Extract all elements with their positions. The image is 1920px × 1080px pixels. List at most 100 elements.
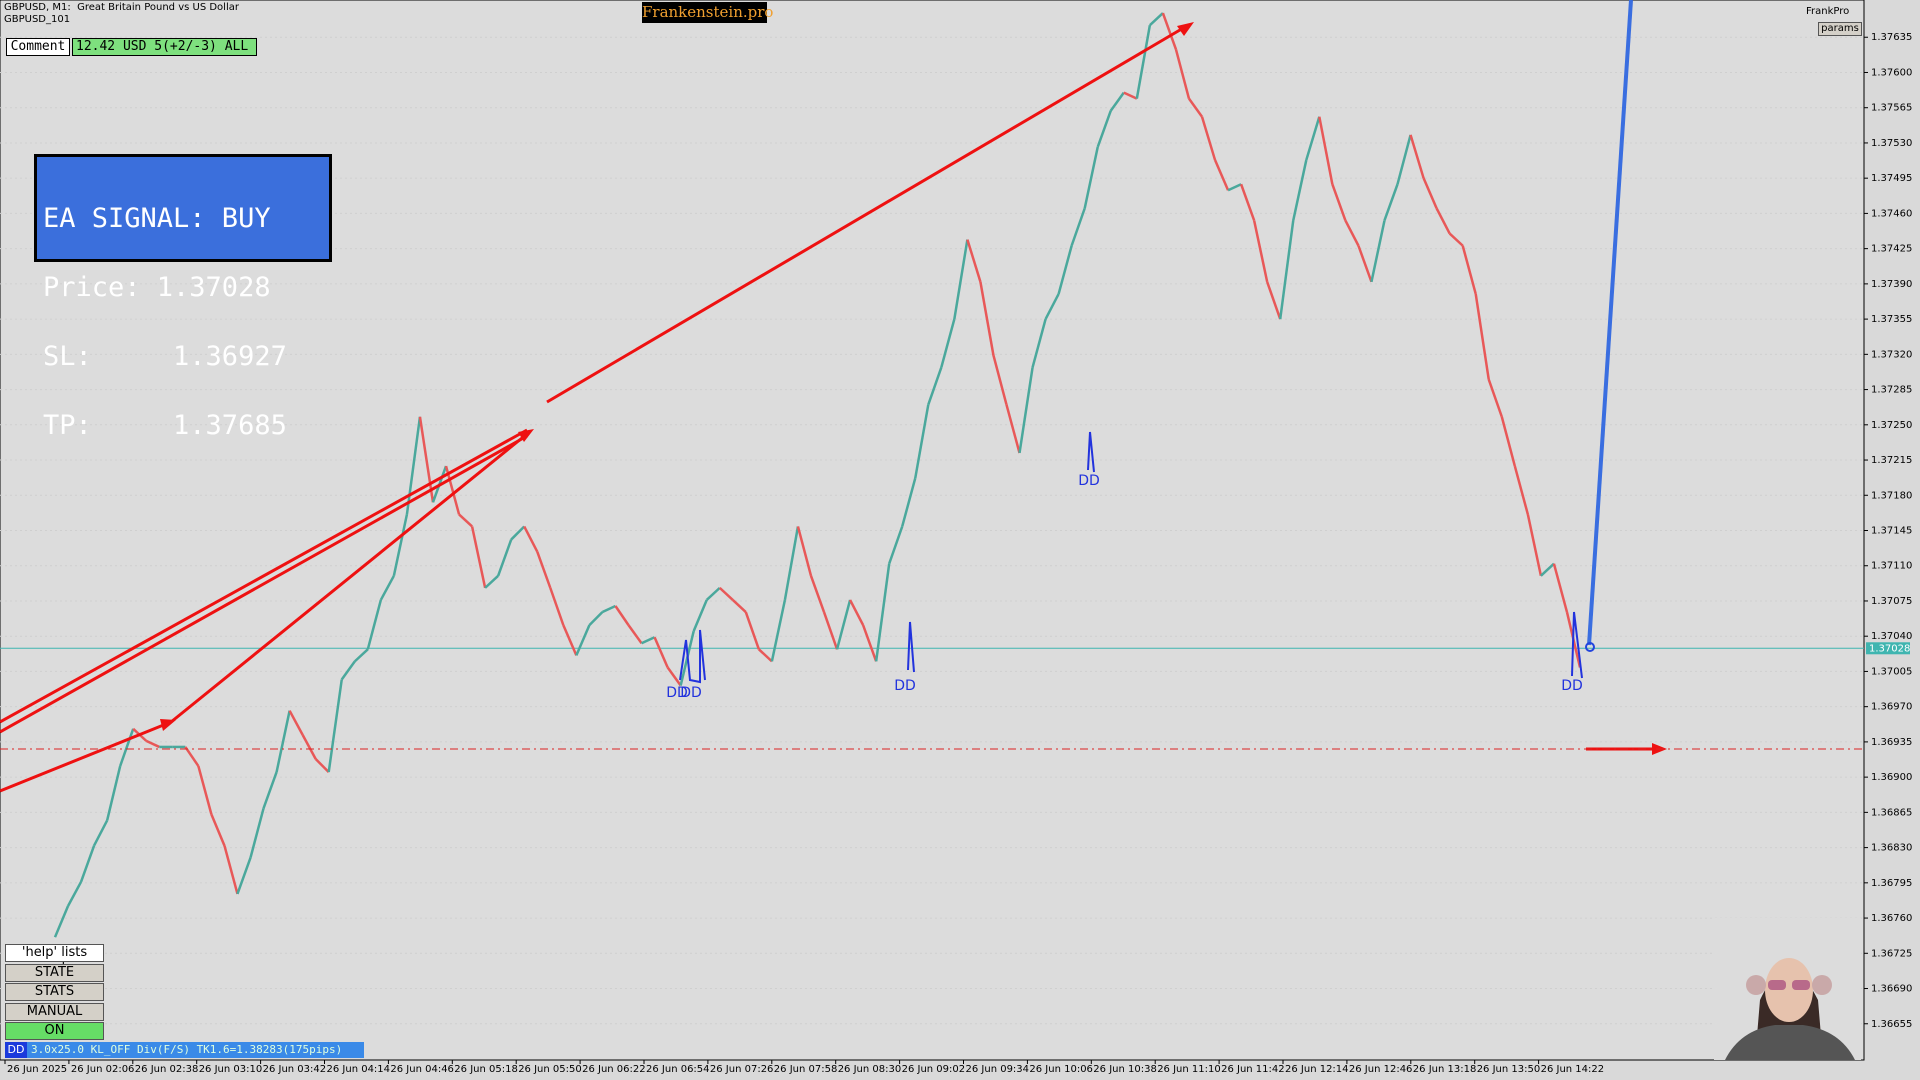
state-button[interactable]: STATE	[5, 964, 104, 982]
on-button[interactable]: ON	[5, 1022, 104, 1040]
price-segment	[197, 765, 213, 815]
tp-projection	[1587, 0, 1633, 646]
y-tick-label: 1.36935	[1871, 737, 1912, 748]
y-tick-label: 1.36760	[1871, 913, 1912, 924]
price-segment	[796, 526, 813, 577]
price-segment	[1409, 134, 1425, 179]
y-tick-label: 1.37600	[1871, 67, 1912, 78]
y-tick-label: 1.37145	[1871, 526, 1912, 537]
dd-label: DD	[680, 685, 702, 701]
price-segment	[145, 739, 160, 749]
stats-button[interactable]: STATS	[5, 983, 104, 1001]
price-segment	[627, 624, 643, 644]
x-tick-label: 26 Jun 09:02	[902, 1064, 966, 1075]
price-segment	[940, 318, 956, 368]
x-tick-label: 26 Jun 09:34	[966, 1064, 1030, 1075]
price-segment	[53, 905, 70, 938]
price-segment	[822, 611, 839, 650]
price-segment	[666, 666, 682, 687]
manual-button[interactable]: MANUAL	[5, 1003, 104, 1021]
price-segment	[1096, 110, 1112, 148]
price-segment	[757, 648, 773, 663]
help-button[interactable]: 'help' lists cmds	[5, 944, 104, 976]
price-segment	[223, 845, 239, 895]
price-segment	[458, 513, 473, 528]
y-tick-label: 1.36865	[1871, 807, 1912, 818]
price-segment	[1123, 91, 1138, 100]
price-segment	[874, 563, 891, 662]
price-segment	[1540, 562, 1555, 577]
dd-label: DD	[666, 685, 688, 701]
price-segment	[562, 624, 578, 656]
price-segment	[718, 586, 734, 601]
y-tick-label: 1.37320	[1871, 349, 1912, 360]
price-segment	[1005, 404, 1021, 454]
y-tick-label: 1.36655	[1871, 1019, 1912, 1030]
price-segment	[236, 857, 252, 895]
arrow-head	[1177, 22, 1194, 36]
price-segment	[835, 599, 852, 650]
signal-sl: SL: 1.36927	[43, 341, 287, 372]
y-tick-label: 1.37530	[1871, 138, 1912, 149]
status-text: 3.0x25.0 KL_OFF Div(F/S) TK1.6=1.38283(1…	[27, 1042, 364, 1058]
avatar-headphone	[1746, 975, 1766, 995]
arrow-line	[0, 434, 528, 734]
price-segment	[536, 551, 552, 589]
price-segment	[118, 728, 135, 767]
price-segment	[1305, 116, 1321, 161]
arrow-head	[518, 429, 534, 442]
price-segment	[1448, 232, 1464, 247]
price-segment	[1318, 116, 1334, 185]
price-segment	[1383, 183, 1399, 221]
price-segment	[783, 526, 800, 601]
price-segment	[588, 611, 604, 627]
price-segment	[1474, 293, 1490, 380]
dd-loops	[679, 431, 1583, 684]
x-tick-label: 26 Jun 05:18	[454, 1064, 518, 1075]
price-segment	[809, 575, 826, 613]
params-button[interactable]: params	[1818, 22, 1862, 36]
price-segment	[1252, 220, 1269, 283]
y-tick-label: 1.37390	[1871, 279, 1912, 290]
x-tick-label: 26 Jun 05:50	[518, 1064, 582, 1075]
y-tick-label: 1.37635	[1871, 32, 1912, 43]
x-tick-label: 26 Jun 10:38	[1093, 1064, 1157, 1075]
arrow-line	[0, 428, 528, 724]
price-segment	[1526, 514, 1543, 577]
price-segment	[1200, 116, 1217, 161]
price-segment	[184, 746, 200, 767]
price-segment	[523, 525, 539, 553]
price-segment	[418, 416, 435, 503]
y-tick-label: 1.36970	[1871, 702, 1912, 713]
y-tick-label: 1.37250	[1871, 420, 1912, 431]
price-segment	[340, 660, 356, 681]
price-segment	[392, 514, 409, 577]
price-segment	[1187, 97, 1204, 118]
x-tick-label: 26 Jun 03:10	[199, 1064, 263, 1075]
price-segment	[770, 599, 787, 662]
price-segment	[1227, 183, 1242, 192]
y-tick-label: 1.36900	[1871, 772, 1912, 783]
x-tick-label: 26 Jun 03:42	[263, 1064, 327, 1075]
dd-loop	[1087, 431, 1095, 473]
price-segment	[653, 636, 669, 668]
price-segment	[79, 845, 96, 883]
dd-loop	[907, 621, 915, 673]
price-segment	[1070, 207, 1086, 247]
price-segment	[914, 404, 930, 479]
x-tick-label: 26 Jun 04:46	[390, 1064, 454, 1075]
price-segment	[1435, 207, 1451, 235]
x-tick-label: 26 Jun 11:42	[1221, 1064, 1285, 1075]
x-tick-label: 26 Jun 02:38	[135, 1064, 199, 1075]
y-tick-label: 1.37180	[1871, 490, 1912, 501]
comment-button[interactable]: Comment	[6, 38, 70, 56]
x-tick-label: 26 Jun 06:22	[582, 1064, 646, 1075]
x-tick-label: 26 Jun 12:46	[1349, 1064, 1413, 1075]
price-segment	[1109, 91, 1125, 112]
price-segment	[1018, 367, 1034, 454]
price-segment	[327, 679, 343, 773]
y-tick-label: 1.37110	[1871, 561, 1912, 572]
price-segment	[953, 239, 969, 320]
